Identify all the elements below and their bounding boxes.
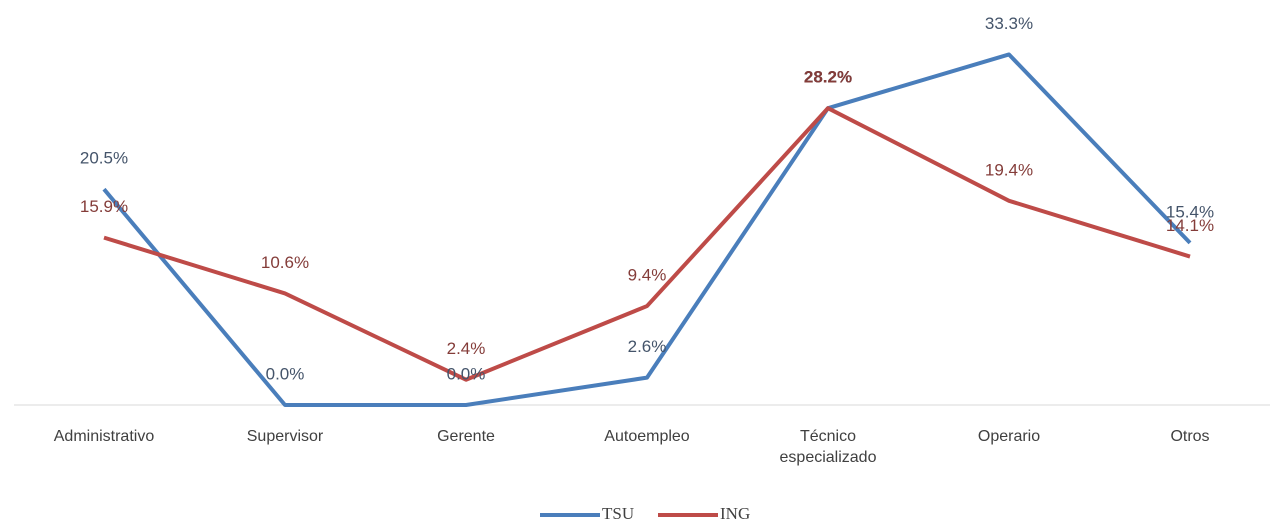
line-series xyxy=(103,106,1191,382)
data-label: 2.4% xyxy=(447,339,486,358)
data-label: 28.2% xyxy=(804,68,852,87)
data-label: 0.0% xyxy=(266,364,305,383)
data-label: 33.3% xyxy=(985,14,1033,33)
data-label: 2.6% xyxy=(628,337,667,356)
x-tick-label: Otros xyxy=(1170,428,1210,445)
x-tick-label: Supervisor xyxy=(246,428,324,445)
x-tick-label: Gerente xyxy=(437,428,495,445)
x-tick-label: Administrativo xyxy=(53,428,155,445)
legend-label: ING xyxy=(720,504,750,523)
data-label: 28.2% xyxy=(804,68,852,87)
x-tick-label: Técnico especializado xyxy=(779,428,877,466)
data-label: 15.4% xyxy=(1166,202,1214,221)
data-label: 9.4% xyxy=(628,266,667,285)
data-label: 15.9% xyxy=(80,197,128,216)
x-tick-label: Autoempleo xyxy=(604,428,690,445)
legend-label: TSU xyxy=(602,504,634,523)
data-label: 14.1% xyxy=(1166,216,1214,235)
data-label: 0.0% xyxy=(447,364,486,383)
data-label: 20.5% xyxy=(80,149,128,168)
line-series xyxy=(102,52,1192,407)
x-tick-label: Operario xyxy=(977,428,1041,445)
data-label: 10.6% xyxy=(261,253,309,272)
data-label: 19.4% xyxy=(985,160,1033,179)
